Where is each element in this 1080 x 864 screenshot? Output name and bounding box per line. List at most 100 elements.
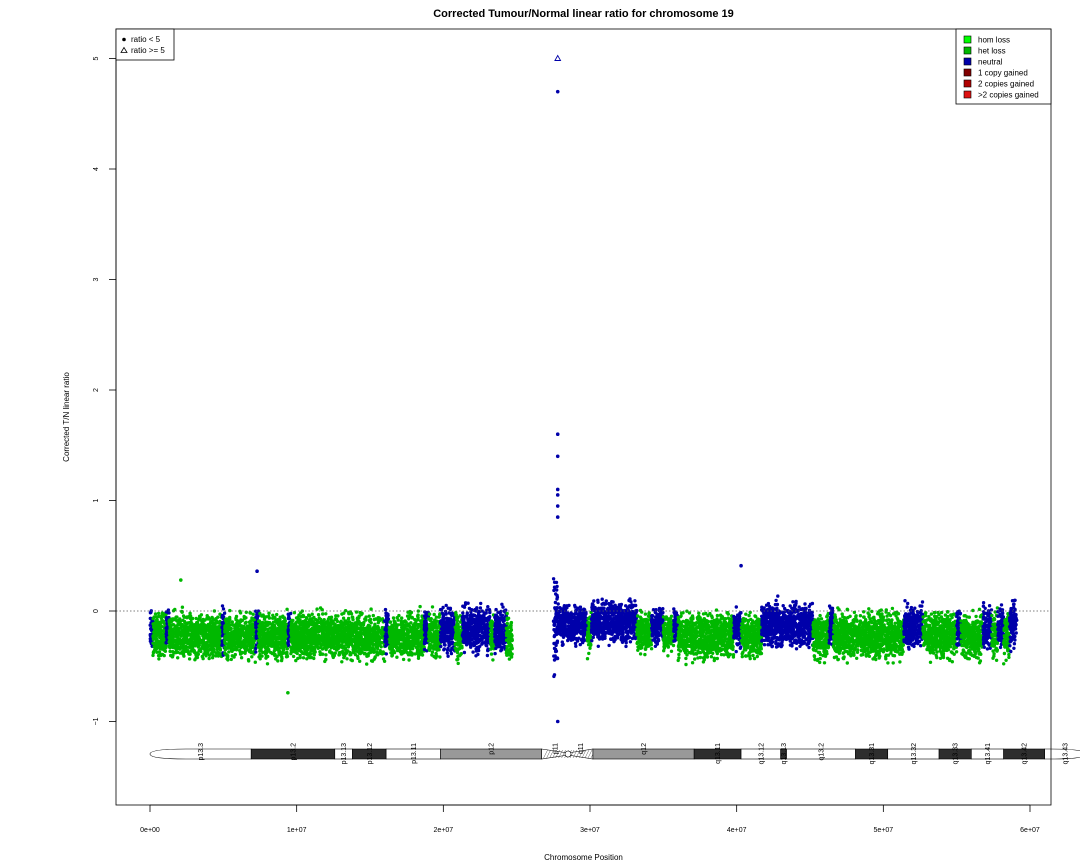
data-point bbox=[427, 636, 432, 640]
data-point bbox=[285, 647, 289, 651]
data-point bbox=[335, 648, 339, 652]
data-point bbox=[261, 642, 265, 646]
data-point bbox=[391, 616, 396, 620]
data-point bbox=[394, 625, 399, 630]
data-point bbox=[371, 613, 375, 618]
data-point bbox=[206, 636, 210, 641]
data-point bbox=[152, 625, 156, 629]
data-point bbox=[195, 639, 200, 644]
data-point bbox=[396, 618, 400, 622]
data-point bbox=[361, 639, 365, 644]
data-point bbox=[442, 632, 447, 636]
data-point bbox=[277, 652, 281, 656]
data-point bbox=[239, 636, 243, 640]
data-point bbox=[395, 640, 399, 645]
data-point bbox=[294, 625, 299, 629]
data-point bbox=[238, 611, 243, 615]
data-point bbox=[441, 614, 446, 618]
data-point bbox=[345, 657, 349, 661]
data-point bbox=[248, 611, 253, 615]
data-point bbox=[293, 639, 297, 643]
data-point bbox=[168, 649, 172, 654]
data-point bbox=[348, 628, 352, 632]
data-point bbox=[301, 614, 306, 619]
data-point bbox=[484, 631, 488, 635]
data-point bbox=[456, 647, 460, 652]
data-point bbox=[424, 621, 428, 625]
data-point bbox=[223, 645, 227, 649]
data-point bbox=[232, 647, 236, 652]
data-point bbox=[234, 630, 238, 634]
data-point bbox=[239, 656, 244, 660]
data-point bbox=[305, 630, 310, 634]
data-point bbox=[480, 630, 484, 634]
data-point bbox=[242, 643, 246, 648]
data-point bbox=[182, 615, 187, 619]
data-point bbox=[355, 617, 360, 621]
data-point bbox=[410, 633, 415, 637]
data-point bbox=[192, 650, 197, 655]
data-point bbox=[414, 628, 419, 633]
data-point bbox=[176, 619, 181, 623]
data-point bbox=[176, 656, 180, 660]
data-point bbox=[246, 640, 250, 644]
data-point bbox=[383, 640, 387, 644]
data-point bbox=[269, 650, 273, 655]
data-point bbox=[207, 656, 211, 661]
data-point bbox=[480, 638, 484, 642]
data-point bbox=[401, 657, 406, 662]
data-point bbox=[212, 647, 216, 651]
data-point bbox=[285, 654, 290, 659]
data-point bbox=[335, 644, 339, 648]
data-point bbox=[180, 605, 185, 609]
data-point bbox=[318, 652, 322, 657]
data-point bbox=[280, 635, 285, 639]
data-point bbox=[290, 647, 294, 652]
data-point bbox=[301, 656, 306, 660]
data-point bbox=[267, 643, 272, 647]
data-point bbox=[349, 642, 354, 646]
data-point bbox=[454, 632, 458, 636]
data-point bbox=[316, 613, 321, 617]
data-point bbox=[238, 627, 243, 631]
data-point bbox=[175, 615, 179, 619]
data-point bbox=[251, 612, 255, 616]
data-point bbox=[254, 646, 258, 651]
data-point bbox=[427, 647, 432, 651]
data-point bbox=[339, 645, 343, 649]
data-point bbox=[194, 616, 198, 621]
data-point bbox=[226, 619, 230, 623]
data-point bbox=[334, 627, 338, 631]
data-point bbox=[300, 631, 305, 635]
data-point bbox=[407, 639, 411, 643]
data-point bbox=[320, 620, 325, 625]
data-point bbox=[497, 626, 502, 630]
data-point bbox=[446, 646, 450, 651]
data-point bbox=[276, 659, 280, 663]
data-point bbox=[294, 648, 298, 652]
data-point bbox=[188, 652, 192, 656]
data-point bbox=[216, 654, 221, 658]
data-point bbox=[306, 640, 310, 645]
data-point bbox=[257, 655, 261, 659]
data-point bbox=[346, 649, 350, 653]
data-point bbox=[350, 658, 354, 663]
data-point bbox=[367, 614, 371, 618]
data-point bbox=[445, 634, 449, 639]
data-point bbox=[205, 651, 210, 656]
data-point bbox=[183, 639, 187, 643]
data-point bbox=[489, 634, 494, 639]
data-point bbox=[407, 624, 412, 628]
data-point bbox=[328, 650, 332, 654]
data-point bbox=[175, 633, 179, 637]
data-point bbox=[343, 646, 348, 650]
data-point bbox=[366, 624, 371, 628]
data-point bbox=[430, 605, 435, 609]
data-point bbox=[494, 646, 498, 651]
data-point bbox=[160, 634, 165, 639]
data-point bbox=[482, 615, 486, 620]
data-point bbox=[268, 635, 273, 639]
data-point bbox=[384, 617, 389, 621]
data-point bbox=[334, 614, 338, 618]
data-point bbox=[337, 651, 342, 655]
